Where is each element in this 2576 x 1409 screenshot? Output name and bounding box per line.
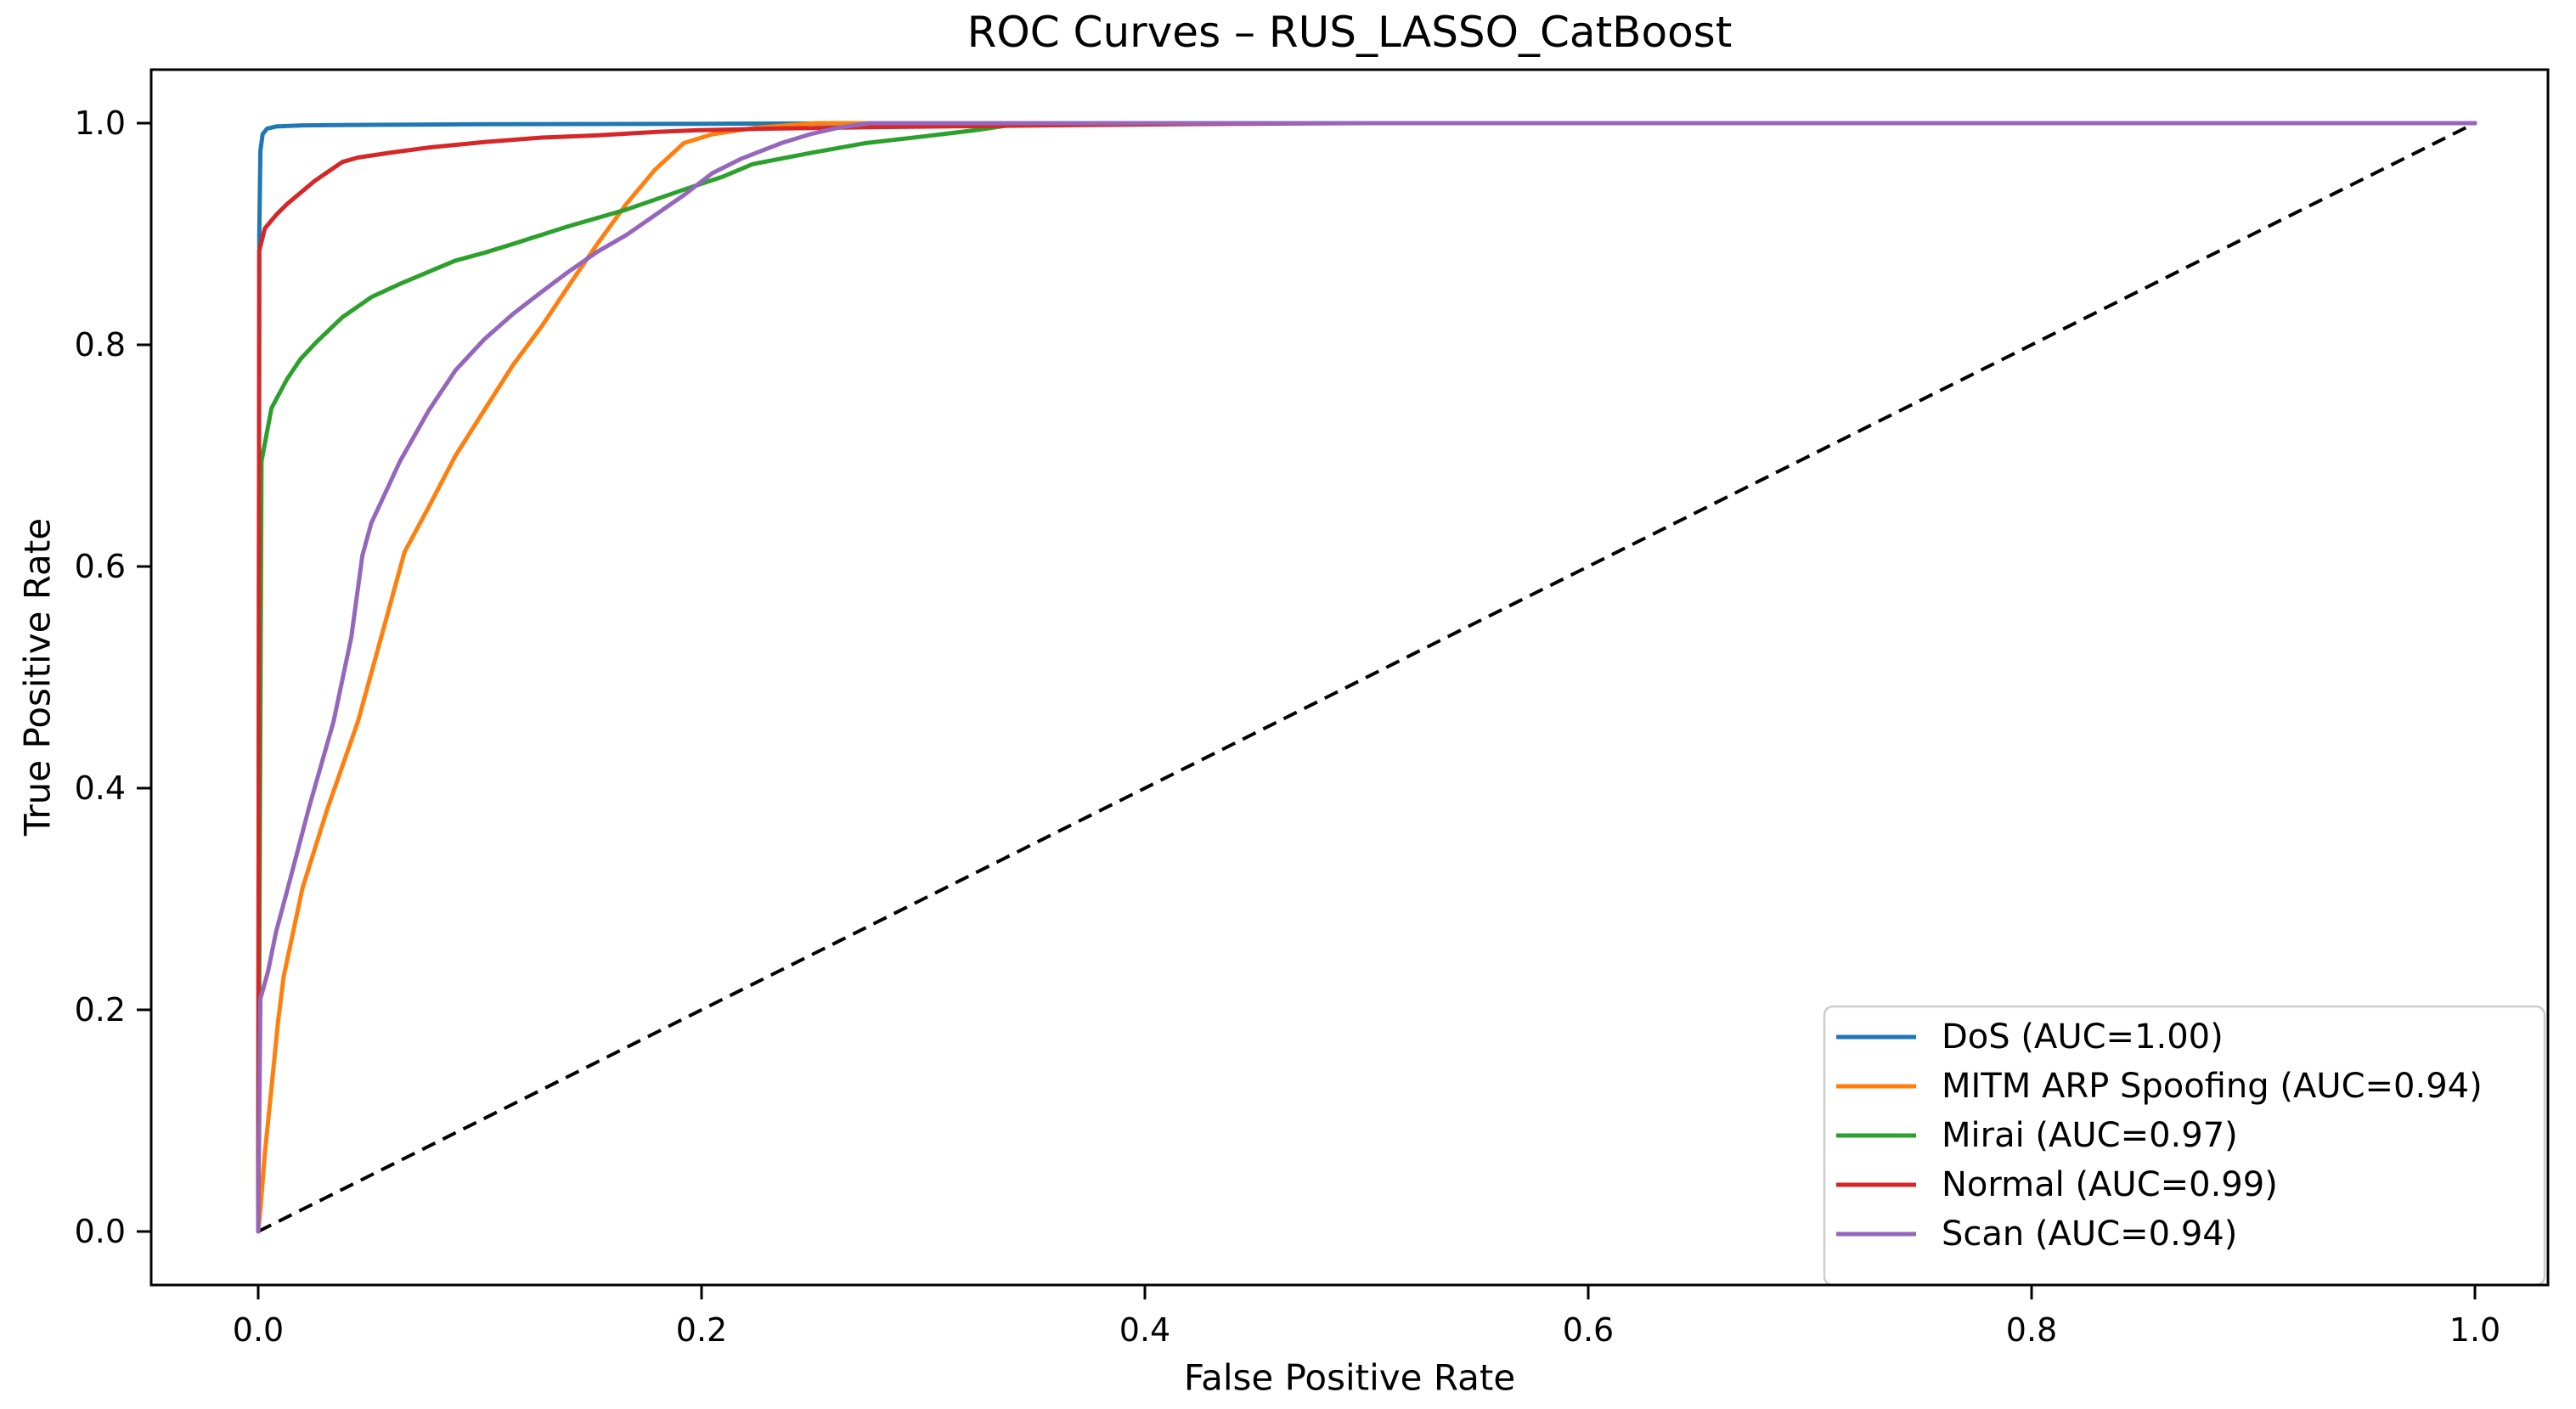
x-tick-label: 1.0 [2449, 1311, 2500, 1349]
reference-line-group [257, 121, 2476, 1233]
legend-item: Mirai (AUC=0.97) [1836, 1116, 2238, 1155]
legend-item: MITM ARP Spoofing (AUC=0.94) [1836, 1067, 2483, 1106]
x-tick-label: 0.4 [1119, 1311, 1170, 1349]
y-tick-label: 0.8 [75, 326, 126, 364]
roc-curves [256, 121, 2477, 1234]
axes-spines [149, 68, 2550, 1287]
legend: DoS (AUC=1.00) MITM ARP Spoofing (AUC=0.9… [1823, 1005, 2546, 1287]
x-axis-label: False Positive Rate [1184, 1357, 1515, 1399]
y-tick-label: 0.0 [75, 1213, 126, 1250]
x-tick-label: 0.6 [1563, 1311, 1614, 1349]
y-axis-label: True Positive Rate [17, 518, 59, 837]
roc-curve-normal [256, 121, 2477, 1234]
x-tick-label: 0.0 [233, 1311, 284, 1349]
legend-label: DoS (AUC=1.00) [1942, 1017, 2224, 1057]
x-tick-label: 0.8 [2006, 1311, 2057, 1349]
chart-title: ROC Curves – RUS_LASSO_CatBoost [967, 8, 1733, 57]
y-tick-label: 1.0 [75, 104, 126, 142]
y-tick-label: 0.6 [75, 548, 126, 585]
chance-diagonal-line [257, 121, 2476, 1233]
legend-label: MITM ARP Spoofing (AUC=0.94) [1942, 1067, 2483, 1106]
legend-item: Scan (AUC=0.94) [1836, 1215, 2237, 1254]
y-axis-ticks: 0.0 0.2 0.4 0.6 0.8 1.0 [75, 104, 151, 1250]
roc-curve-mitm [256, 121, 2477, 1234]
legend-label: Normal (AUC=0.99) [1942, 1165, 2278, 1204]
legend-label: Scan (AUC=0.94) [1942, 1215, 2237, 1254]
x-axis-ticks: 0.0 0.2 0.4 0.6 0.8 1.0 [233, 1285, 2500, 1349]
roc-curve-mirai [256, 121, 2477, 1234]
x-tick-label: 0.2 [676, 1311, 727, 1349]
roc-curve-scan [256, 121, 2477, 1234]
legend-label: Mirai (AUC=0.97) [1942, 1116, 2238, 1155]
legend-item: DoS (AUC=1.00) [1836, 1017, 2224, 1057]
roc-curve-dos [256, 121, 2477, 1234]
y-tick-label: 0.4 [75, 769, 126, 807]
legend-item: Normal (AUC=0.99) [1836, 1165, 2278, 1204]
y-tick-label: 0.2 [75, 991, 126, 1029]
